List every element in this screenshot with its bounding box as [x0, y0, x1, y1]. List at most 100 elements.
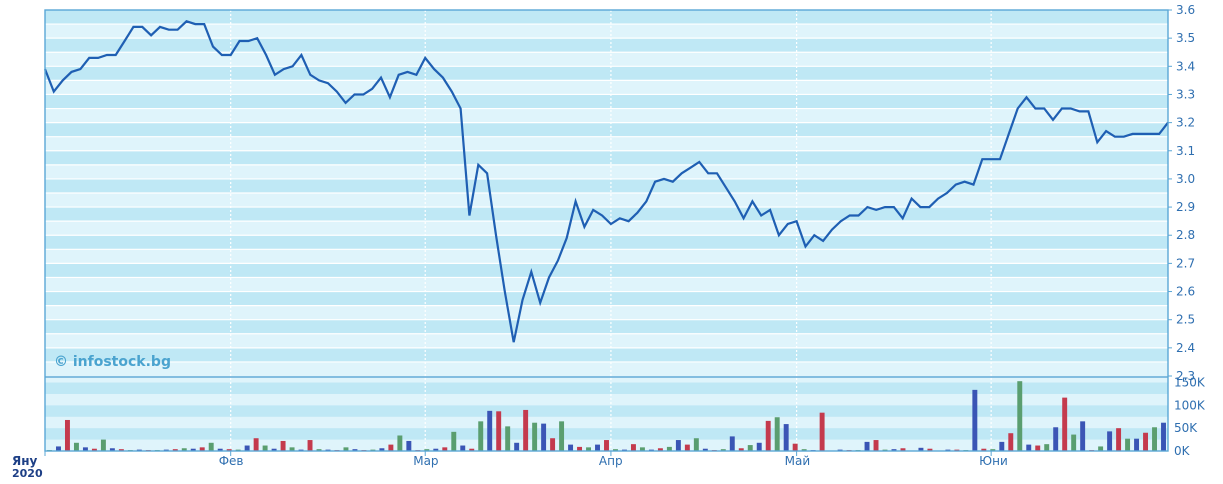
price-band	[45, 10, 1168, 25]
volume-band	[45, 405, 1168, 417]
volume-bar	[424, 449, 430, 451]
volume-bar	[244, 445, 250, 451]
price-band	[45, 52, 1168, 67]
price-band	[45, 347, 1168, 362]
volume-bar	[639, 447, 645, 451]
volume-bar	[100, 439, 106, 451]
volume-bar	[271, 448, 277, 451]
price-band	[45, 277, 1168, 292]
volume-y-tick-label: 100K	[1174, 398, 1206, 412]
volume-bar	[343, 447, 349, 451]
volume-bar	[595, 444, 600, 451]
volume-bar	[792, 443, 798, 451]
volume-bar	[262, 445, 268, 451]
volume-bar	[217, 448, 223, 451]
price-band	[45, 207, 1168, 222]
volume-bar	[1134, 438, 1140, 451]
price-band	[45, 193, 1168, 208]
volume-bar	[442, 447, 448, 451]
volume-bar	[657, 448, 663, 451]
volume-bar	[388, 444, 394, 451]
price-y-axis-ticks: 3.6 3.5 3.4 3.3 3.2 3.1 3.0 2.9 2.8 2.7 2.6 2.5 2.4 2…	[1168, 3, 1195, 383]
volume-bar	[460, 445, 466, 451]
volume-bar	[253, 438, 259, 451]
volume-bar	[666, 446, 672, 451]
volume-y-tick-label: 50K	[1174, 421, 1198, 435]
volume-bar	[505, 426, 511, 451]
volume-bar	[406, 440, 412, 451]
x-tick-label: Апр	[599, 454, 623, 468]
volume-bar	[172, 449, 178, 451]
x-tick-label: Яну	[12, 454, 38, 468]
volume-bar	[1116, 428, 1122, 451]
price-band	[45, 333, 1168, 348]
price-band	[45, 249, 1168, 264]
volume-bar	[756, 442, 762, 451]
volume-bar	[64, 419, 70, 451]
volume-y-tick-label: 150K	[1174, 376, 1206, 390]
price-band	[45, 291, 1168, 306]
x-tick-label: Фев	[219, 454, 244, 468]
volume-bar	[1062, 397, 1068, 451]
y-tick-label: 3.4	[1176, 59, 1195, 73]
plot-frame	[44, 9, 1169, 452]
x-tick-label: Юни	[979, 454, 1008, 468]
volume-bar	[774, 417, 780, 451]
x-tick-label: Май	[785, 454, 811, 468]
volume-bar	[451, 431, 457, 451]
volume-bar	[720, 449, 726, 451]
volume-y-axis-ticks: 150K 100K 50K 0K	[1174, 376, 1206, 458]
volume-bar	[1152, 427, 1157, 451]
vertical-gridlines	[230, 10, 992, 451]
volume-bar	[693, 438, 699, 451]
volume-y-tick-label: 0K	[1174, 444, 1191, 458]
y-tick-label: 3.2	[1176, 116, 1195, 130]
volume-band	[45, 382, 1168, 394]
volume-bar	[109, 448, 115, 451]
volume-bar	[1044, 444, 1050, 451]
price-band	[45, 136, 1168, 151]
volume-bar	[1143, 432, 1149, 451]
y-tick-label: 3.6	[1176, 3, 1195, 17]
y-tick-label: 2.5	[1176, 313, 1195, 327]
volume-bar	[469, 448, 475, 451]
volume-bar	[630, 444, 636, 451]
y-tick-label: 2.8	[1176, 228, 1195, 242]
volume-bar	[900, 448, 906, 451]
volume-bar	[1125, 438, 1131, 451]
volume-bar	[478, 421, 484, 451]
volume-bar	[568, 444, 574, 451]
volume-bar	[82, 447, 88, 451]
volume-bar	[289, 447, 295, 451]
volume-bar	[523, 409, 529, 451]
volume-plot-background	[45, 378, 1168, 451]
x-axis-year-label: 2020	[12, 467, 43, 480]
price-band	[45, 305, 1168, 320]
volume-bar	[604, 440, 609, 451]
price-band	[45, 150, 1168, 165]
volume-bar	[747, 445, 753, 451]
volume-bar	[1098, 446, 1104, 451]
x-tick-label: Мар	[413, 454, 438, 468]
volume-bar	[487, 410, 493, 451]
price-band	[45, 178, 1168, 193]
price-band	[45, 235, 1168, 250]
volume-bar	[675, 440, 681, 451]
volume-bar	[873, 440, 879, 451]
y-tick-label: 3.0	[1176, 172, 1195, 186]
volume-bar	[577, 446, 583, 451]
y-tick-label: 2.7	[1176, 256, 1195, 270]
volume-bar	[1053, 427, 1059, 451]
volume-bar	[1017, 381, 1023, 451]
price-line	[43, 20, 1169, 343]
volume-bar	[118, 449, 124, 451]
price-band	[45, 122, 1168, 137]
volume-bar	[927, 448, 933, 451]
volume-bar	[496, 411, 502, 451]
volume-bar	[990, 449, 996, 451]
volume-bar	[613, 449, 618, 451]
volume-bar	[702, 448, 708, 451]
volume-bar	[1026, 444, 1032, 451]
volume-bar	[541, 423, 547, 451]
